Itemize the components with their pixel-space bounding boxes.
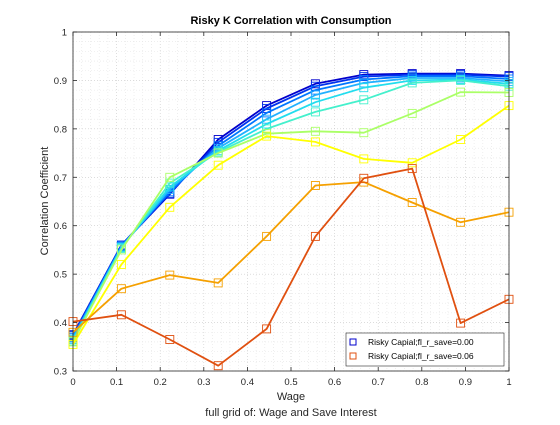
data-point xyxy=(359,83,369,93)
data-point xyxy=(456,87,466,97)
x-tick-label: 0.9 xyxy=(459,377,472,388)
chart-title: Risky K Correlation with Consumption xyxy=(190,15,391,27)
data-point xyxy=(116,310,126,320)
y-tick-label: 0.3 xyxy=(54,367,67,378)
data-point xyxy=(165,335,175,344)
data-point xyxy=(262,131,272,141)
data-point xyxy=(116,284,126,294)
data-point xyxy=(310,126,320,136)
ticks: 0 0.1 0.2 0.3 0.4 0.5 0.6 0.7 0.8 0.9 1 0.3 0.4 0.5 0.… xyxy=(54,28,512,389)
data-point xyxy=(456,217,466,227)
y-tick-label: 1 xyxy=(62,28,67,39)
legend-marker-0 xyxy=(349,338,357,346)
data-point xyxy=(116,260,126,269)
data-point xyxy=(456,318,466,328)
x-tick-label: 0.6 xyxy=(328,377,341,388)
data-point xyxy=(407,78,417,88)
data-point xyxy=(407,158,417,168)
data-point xyxy=(407,164,417,174)
x-tick-label: 0.5 xyxy=(284,377,297,388)
data-point xyxy=(213,278,223,288)
y-tick-label: 0.6 xyxy=(54,221,67,232)
data-point xyxy=(262,108,272,118)
x-tick-label: 0.8 xyxy=(415,377,428,388)
data-point xyxy=(310,90,320,100)
data-point xyxy=(165,172,175,182)
x-tick-label: 0.4 xyxy=(241,377,254,388)
data-point xyxy=(310,97,320,107)
data-point xyxy=(310,231,320,241)
data-point xyxy=(116,245,126,255)
data-point xyxy=(213,148,223,158)
y-tick-label: 0.4 xyxy=(54,318,67,329)
series-line-7 xyxy=(72,104,510,345)
series-line-8 xyxy=(72,181,510,333)
y-tick-label: 0.9 xyxy=(54,76,67,87)
data-point xyxy=(262,231,272,241)
x-axis-label: Wage xyxy=(277,391,305,403)
data-point xyxy=(456,75,466,85)
data-point xyxy=(359,128,369,138)
data-point xyxy=(359,95,369,105)
data-point xyxy=(407,108,417,118)
x-tick-label: 0.3 xyxy=(197,377,210,388)
legend-marker-1 xyxy=(349,352,357,360)
legend-label-1: Risky Capial;fl_r_save=0.06 xyxy=(368,351,474,361)
data-point xyxy=(310,181,320,190)
data-point xyxy=(213,160,223,170)
data-point xyxy=(310,137,320,147)
data-point xyxy=(213,361,223,371)
data-point xyxy=(165,270,175,280)
data-point xyxy=(359,154,369,164)
x-tick-label: 0.1 xyxy=(110,377,123,388)
y-tick-label: 0.5 xyxy=(54,270,67,281)
data-point xyxy=(407,198,417,207)
legend-box xyxy=(345,332,505,367)
series-line-9 xyxy=(72,167,510,367)
x-tick-label: 0 xyxy=(70,377,75,388)
x-tick-label: 0.2 xyxy=(154,377,167,388)
series-line-6 xyxy=(72,91,510,343)
legend: Risky Capial;fl_r_save=0.00 Risky Capial… xyxy=(345,332,505,367)
data-point xyxy=(165,202,175,212)
y-tick-label: 0.8 xyxy=(54,124,67,135)
legend-label-0: Risky Capial;fl_r_save=0.00 xyxy=(368,337,474,347)
series-line-5 xyxy=(72,79,510,342)
data-point xyxy=(262,324,272,334)
data-point xyxy=(310,107,320,117)
y-tick-label: 0.7 xyxy=(54,173,67,184)
y-axis-label: Correlation Coefficient xyxy=(39,147,51,256)
data-point xyxy=(359,173,369,183)
data-point xyxy=(456,135,466,144)
chart-caption: full grid of: Wage and Save Interest xyxy=(205,407,376,419)
x-tick-label: 0.7 xyxy=(372,377,385,388)
x-tick-label: 1 xyxy=(506,377,511,388)
